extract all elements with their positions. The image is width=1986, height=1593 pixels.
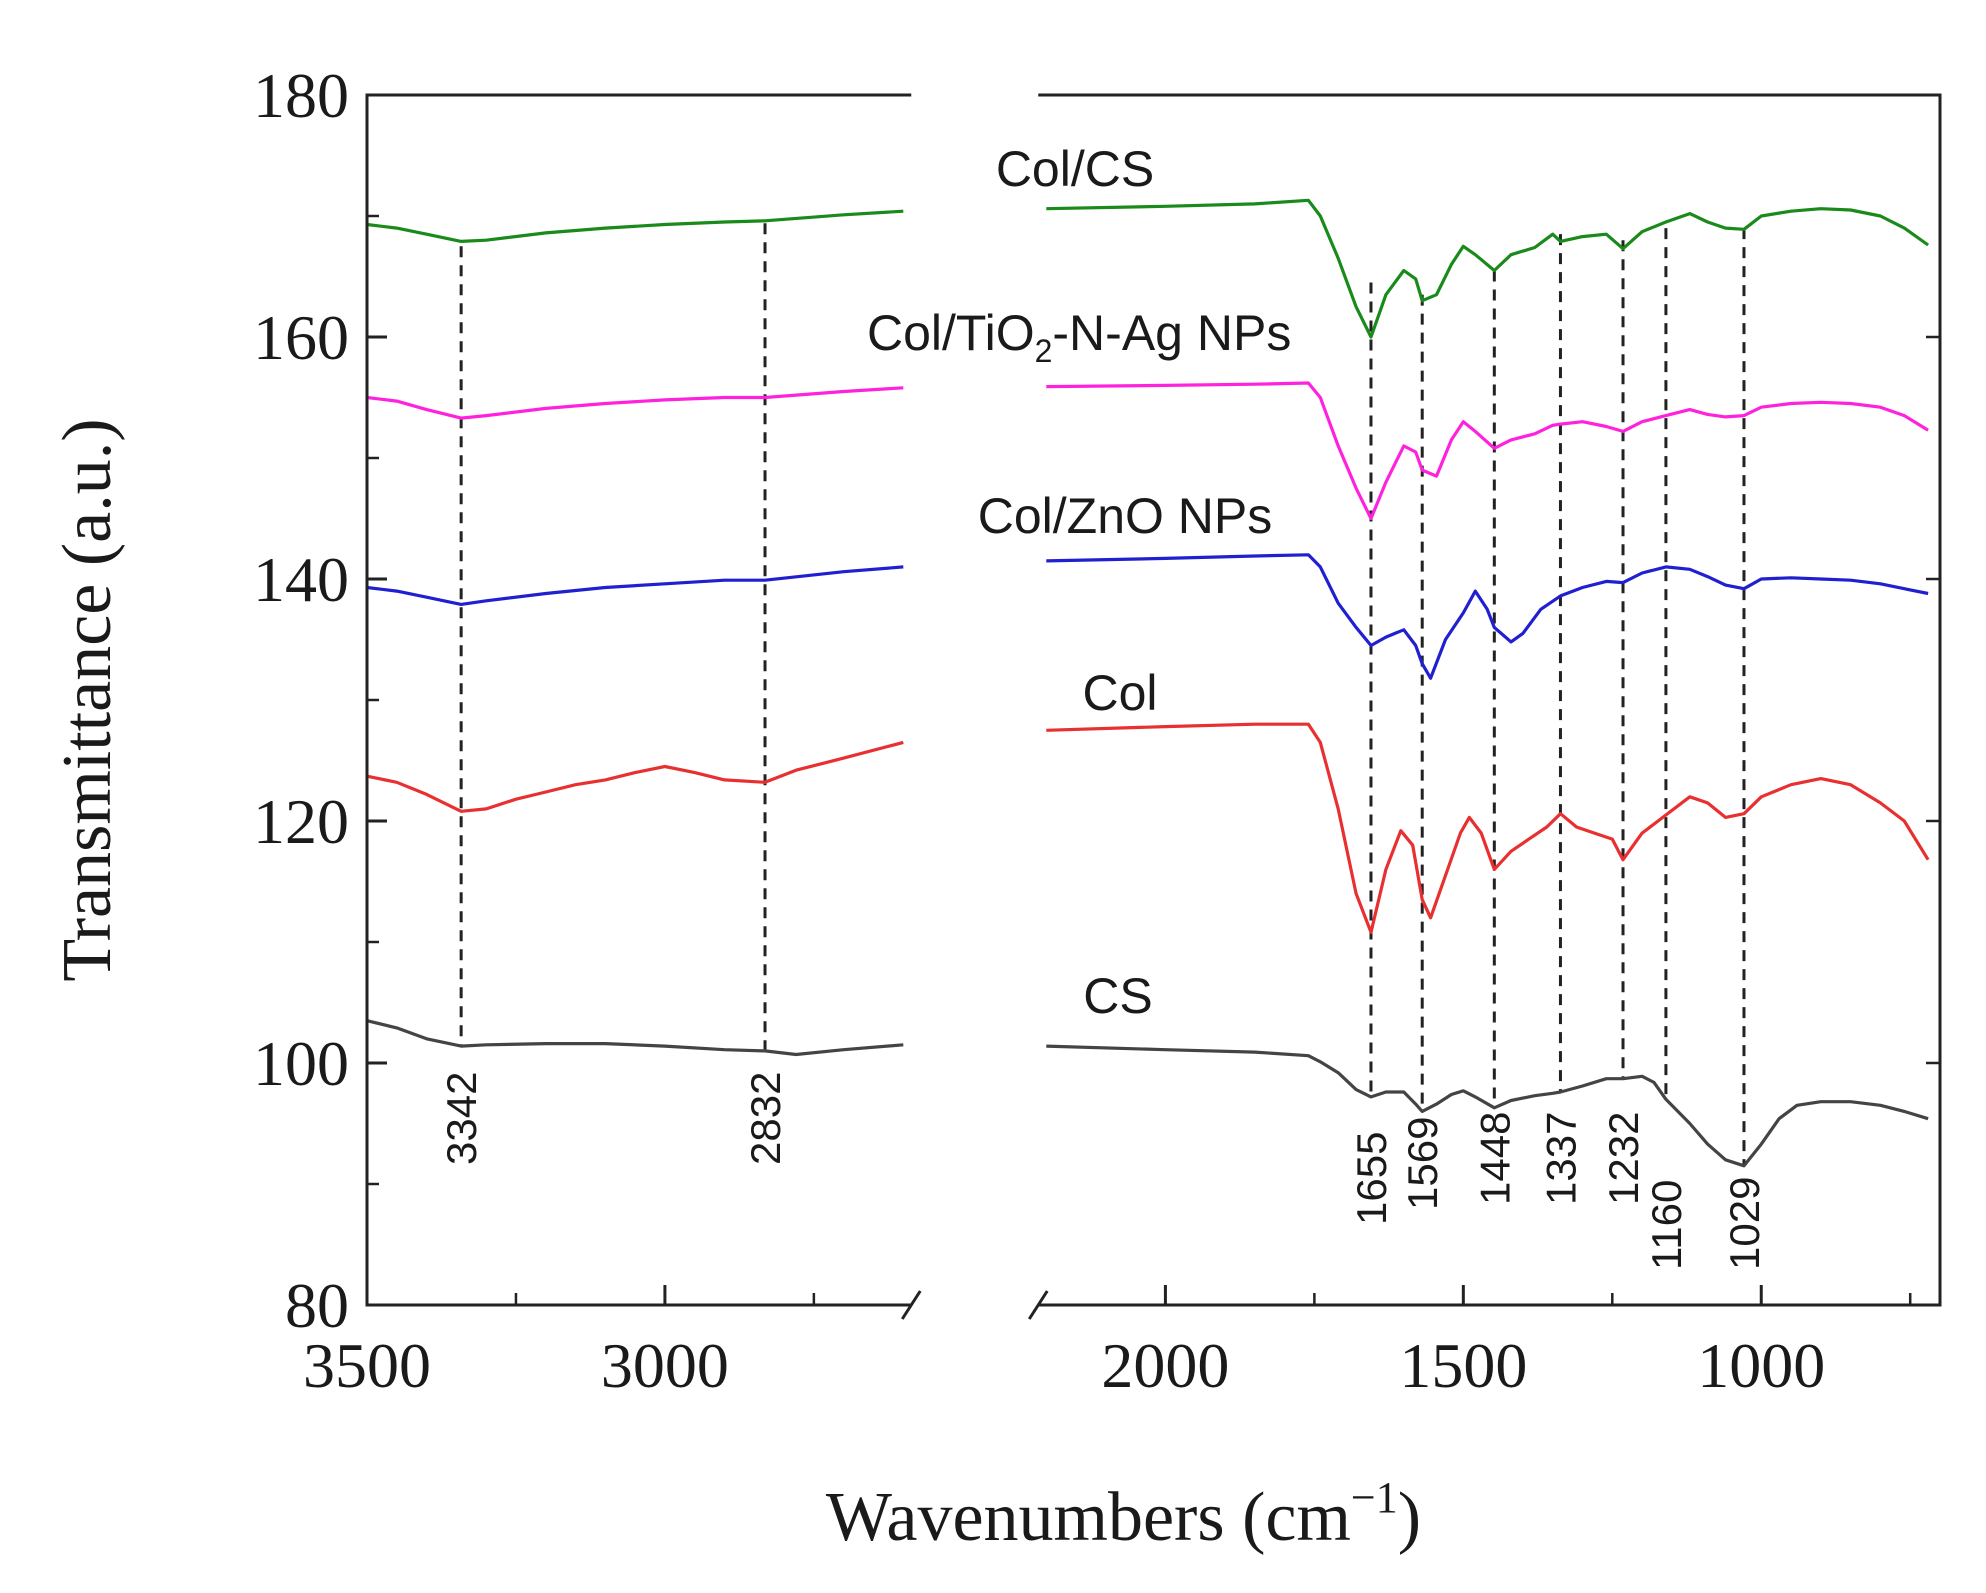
axes	[365, 89, 1942, 1320]
series-line-0-segment-1	[1046, 198, 1930, 339]
series-label-group: Col/CS Col/TiO2-N-Ag NPs Col/ZnO NPs Col CS	[867, 141, 1291, 1024]
series-label-4: CS	[1083, 968, 1152, 1024]
series-line-1-segment-1	[1046, 381, 1929, 521]
peak-label: 1448	[1471, 1112, 1518, 1205]
axis-break-gap-bottom	[911, 1299, 1039, 1311]
y-tick-label: 100	[253, 1028, 349, 1099]
y-tick-label: 160	[253, 302, 349, 373]
series-label-0: Col/CS	[996, 141, 1154, 197]
series-line-2-segment-0	[366, 565, 904, 607]
peak-label: 1160	[1643, 1180, 1690, 1270]
peak-line-group	[459, 223, 1746, 1166]
series-line-4-segment-1	[1046, 1044, 1929, 1168]
series-line-1-segment-0	[366, 386, 904, 420]
series-label-2: Col/ZnO NPs	[978, 488, 1273, 544]
series-line-4-segment-0	[366, 1019, 904, 1057]
x-tick-label: 1000	[1697, 1330, 1825, 1401]
x-axis-title: Wavenumbers (cm−1)	[826, 1473, 1421, 1556]
axis-break-mark	[900, 1290, 922, 1320]
x-tick-label: 3000	[601, 1330, 729, 1401]
peak-label: 1029	[1721, 1177, 1768, 1270]
y-tick-label: 140	[253, 544, 349, 615]
y-tick-label: 120	[253, 786, 349, 857]
series-line-0-segment-0	[366, 209, 904, 243]
y-axis-title: Transmittance (a.u.)	[49, 418, 126, 981]
series-label-3: Col	[1082, 665, 1157, 721]
series-line-3-segment-0	[366, 740, 904, 813]
series-line-group	[366, 198, 1930, 1168]
peak-label: 1337	[1537, 1112, 1584, 1205]
series-line-3-segment-1	[1046, 722, 1930, 934]
axis-break-mark	[1027, 1290, 1049, 1320]
peak-label: 1569	[1399, 1117, 1446, 1210]
series-label-1: Col/TiO2-N-Ag NPs	[867, 305, 1291, 369]
y-tick-label: 80	[285, 1270, 349, 1341]
x-tick-label: 1500	[1399, 1330, 1527, 1401]
x-tick-label: 3500	[303, 1330, 431, 1401]
axis-break-gap-top	[911, 89, 1039, 101]
series-line-2-segment-1	[1046, 553, 1929, 680]
tick-label-group: 80 100 120 140 160 180 3500 3000 2000 1500 1000	[253, 60, 1825, 1401]
x-tick-label: 2000	[1101, 1330, 1229, 1401]
peak-label: 1655	[1348, 1132, 1395, 1225]
y-tick-label: 180	[253, 60, 349, 131]
peak-label: 3342	[438, 1072, 485, 1165]
peak-label: 1232	[1600, 1112, 1647, 1205]
peak-label: 2832	[742, 1072, 789, 1165]
